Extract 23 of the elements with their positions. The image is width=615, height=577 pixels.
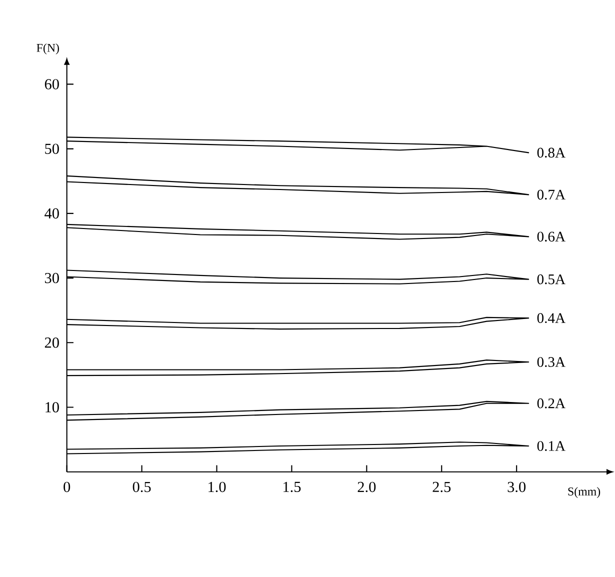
y-tick-label: 40 (44, 208, 59, 219)
series-label: 0.6A (537, 232, 566, 242)
y-tick-label: 60 (44, 79, 59, 90)
x-tick-label: 2.5 (432, 482, 451, 492)
series-label: 0.1A (537, 441, 566, 452)
series-label: 0.3A (537, 357, 566, 368)
series-label: 0.2A (537, 398, 566, 409)
x-tick-label: 1.5 (284, 482, 301, 492)
x-tick-label: 3.0 (508, 482, 526, 492)
series-label: 0.7A (537, 190, 566, 200)
x-tick-label: 1.0 (208, 482, 226, 492)
y-axis-title: F(N) (36, 44, 59, 55)
series-label: 0.5A (537, 274, 566, 284)
x-tick-label: 0 (64, 482, 70, 492)
series-label: 0.8A (537, 148, 566, 158)
series-label: 0.4A (537, 313, 566, 324)
x-tick-label: 2.0 (358, 482, 376, 492)
x-tick-label: 0.5 (132, 482, 151, 492)
y-tick-label: 20 (44, 338, 59, 348)
x-axis-title: S(mm) (568, 487, 600, 498)
y-tick-label: 50 (45, 144, 59, 154)
y-tick-label: 30 (44, 273, 59, 284)
y-tick-label: 10 (46, 402, 59, 413)
